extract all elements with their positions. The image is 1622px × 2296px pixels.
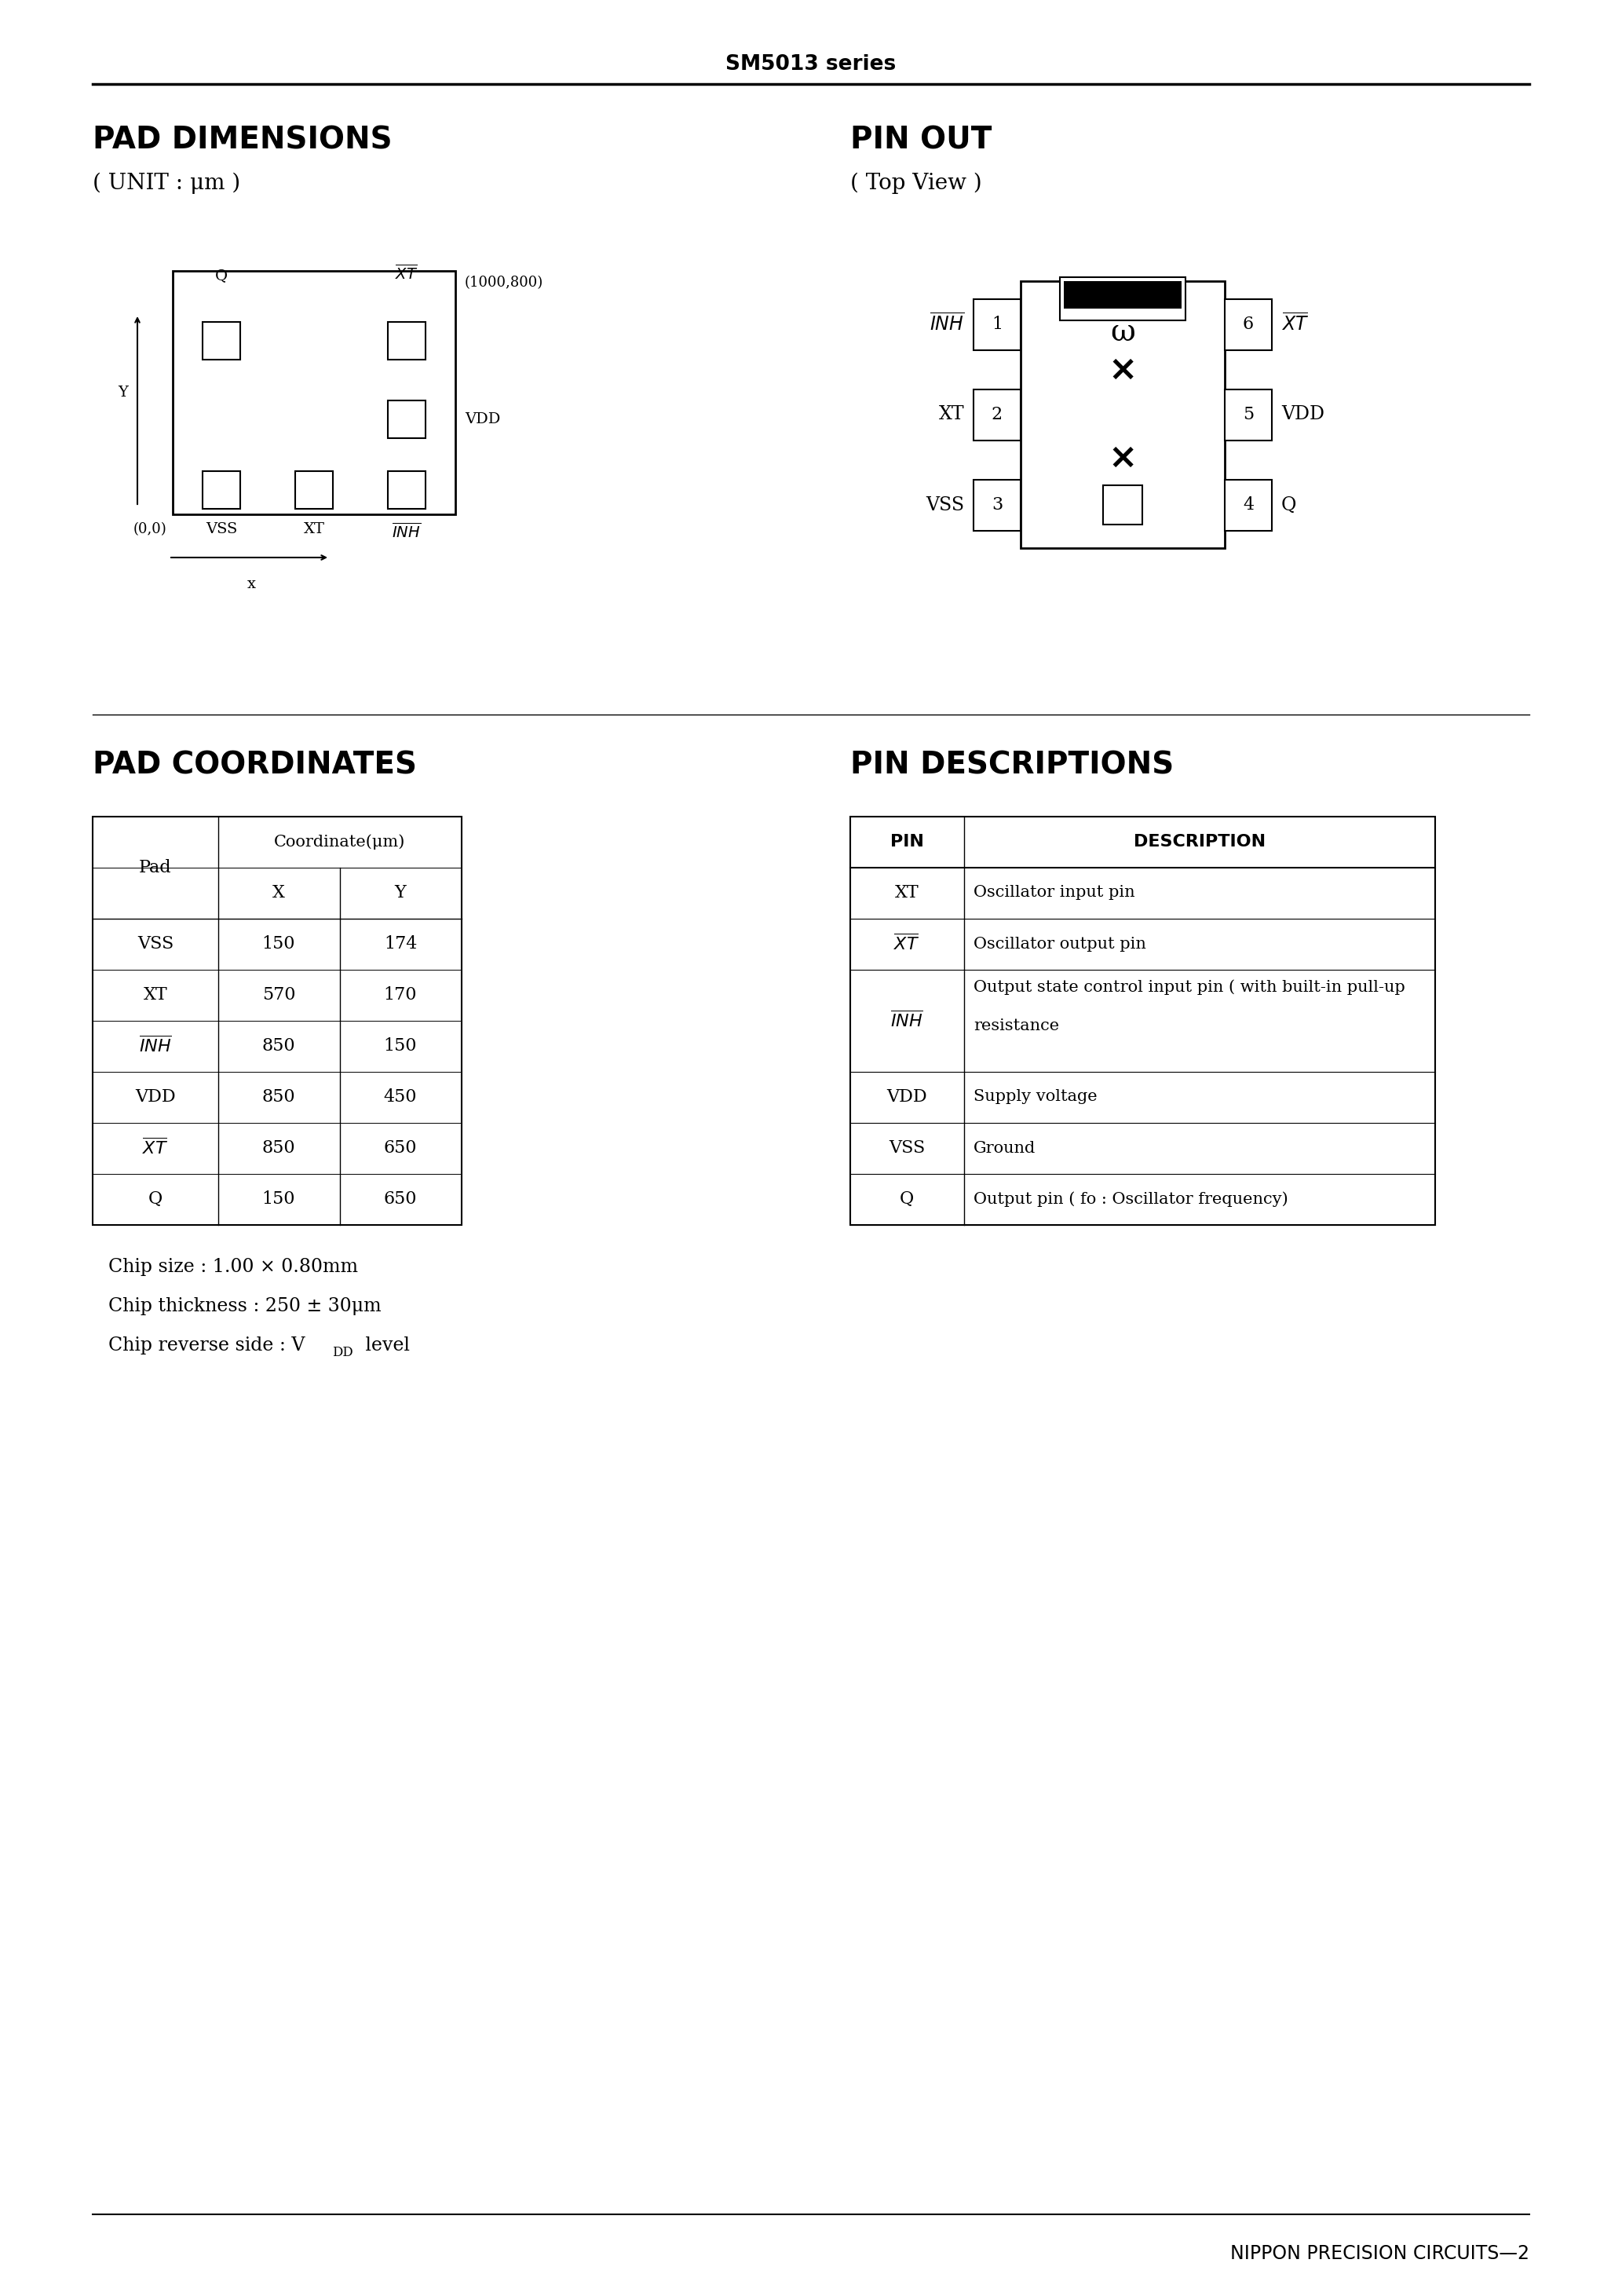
Text: ×: × bbox=[1108, 354, 1137, 386]
Text: VDD: VDD bbox=[887, 1088, 928, 1107]
Text: Q: Q bbox=[216, 269, 227, 282]
Text: PAD COORDINATES: PAD COORDINATES bbox=[92, 751, 417, 781]
Text: $\overline{INH}$: $\overline{INH}$ bbox=[393, 521, 422, 542]
Bar bbox=[1064, 280, 1181, 308]
Text: SM5013 series: SM5013 series bbox=[725, 55, 897, 73]
Text: 850: 850 bbox=[263, 1088, 295, 1107]
Text: $\overline{XT}$: $\overline{XT}$ bbox=[143, 1139, 169, 1157]
Text: 1: 1 bbox=[991, 315, 1002, 333]
Text: ( Top View ): ( Top View ) bbox=[850, 172, 981, 195]
Text: Output pin ( fo : Oscillator frequency): Output pin ( fo : Oscillator frequency) bbox=[973, 1192, 1288, 1208]
Text: 174: 174 bbox=[384, 934, 417, 953]
Text: 850: 850 bbox=[263, 1038, 295, 1054]
Text: VSS: VSS bbox=[889, 1139, 925, 1157]
Text: 150: 150 bbox=[263, 934, 295, 953]
Text: XT: XT bbox=[303, 521, 324, 537]
Bar bbox=[388, 471, 425, 510]
Text: $\overline{XT}$: $\overline{XT}$ bbox=[396, 264, 418, 282]
Text: XT: XT bbox=[939, 406, 963, 425]
Text: 450: 450 bbox=[384, 1088, 417, 1107]
Text: VSS: VSS bbox=[138, 934, 174, 953]
Text: ( UNIT : μm ): ( UNIT : μm ) bbox=[92, 172, 240, 195]
Text: Q: Q bbox=[900, 1189, 913, 1208]
Bar bbox=[172, 271, 456, 514]
Text: Supply voltage: Supply voltage bbox=[973, 1091, 1096, 1104]
Text: 3: 3 bbox=[991, 496, 1002, 514]
Text: Chip size : 1.00 × 0.80mm: Chip size : 1.00 × 0.80mm bbox=[109, 1258, 358, 1277]
Bar bbox=[388, 400, 425, 439]
Bar bbox=[973, 480, 1020, 530]
Bar bbox=[1225, 480, 1272, 530]
Text: level: level bbox=[360, 1336, 410, 1355]
Text: ×: × bbox=[1108, 441, 1137, 475]
Text: $\overline{XT}$: $\overline{XT}$ bbox=[894, 934, 920, 953]
Bar bbox=[973, 390, 1020, 441]
Bar bbox=[295, 471, 333, 510]
Text: VSS: VSS bbox=[206, 521, 237, 537]
Text: XT: XT bbox=[895, 884, 918, 902]
Text: Oscillator input pin: Oscillator input pin bbox=[973, 886, 1135, 900]
Text: ω: ω bbox=[1109, 317, 1135, 347]
Text: VDD: VDD bbox=[1281, 406, 1325, 425]
Text: resistance: resistance bbox=[973, 1019, 1059, 1033]
Text: PAD DIMENSIONS: PAD DIMENSIONS bbox=[92, 126, 393, 156]
Bar bbox=[1225, 298, 1272, 351]
Text: 850: 850 bbox=[263, 1139, 295, 1157]
Bar bbox=[1225, 390, 1272, 441]
Text: x: x bbox=[247, 576, 256, 592]
Text: VDD: VDD bbox=[135, 1088, 175, 1107]
Text: $\overline{INH}$: $\overline{INH}$ bbox=[890, 1010, 923, 1031]
Text: 570: 570 bbox=[263, 987, 295, 1003]
Text: Chip reverse side : V: Chip reverse side : V bbox=[109, 1336, 305, 1355]
Text: $\overline{INH}$: $\overline{INH}$ bbox=[929, 315, 963, 335]
Bar bbox=[203, 471, 240, 510]
Text: PIN DESCRIPTIONS: PIN DESCRIPTIONS bbox=[850, 751, 1174, 781]
Text: VDD: VDD bbox=[466, 413, 501, 427]
Text: Chip thickness : 250 ± 30μm: Chip thickness : 250 ± 30μm bbox=[109, 1297, 381, 1316]
Text: Q: Q bbox=[1281, 496, 1296, 514]
Text: $\overline{XT}$: $\overline{XT}$ bbox=[1281, 315, 1309, 335]
Text: (1000,800): (1000,800) bbox=[466, 276, 543, 289]
Text: 170: 170 bbox=[384, 987, 417, 1003]
Text: 5: 5 bbox=[1242, 406, 1254, 422]
Text: PIN OUT: PIN OUT bbox=[850, 126, 993, 156]
Text: Oscillator output pin: Oscillator output pin bbox=[973, 937, 1147, 951]
Text: Pad: Pad bbox=[139, 859, 172, 877]
Text: Q: Q bbox=[148, 1189, 162, 1208]
Text: (0,0): (0,0) bbox=[133, 521, 167, 537]
Bar bbox=[388, 321, 425, 360]
Text: DD: DD bbox=[333, 1345, 354, 1359]
Text: 4: 4 bbox=[1242, 496, 1254, 514]
Text: Y: Y bbox=[118, 386, 128, 400]
Text: Ground: Ground bbox=[973, 1141, 1036, 1155]
Text: 150: 150 bbox=[384, 1038, 417, 1054]
Bar bbox=[203, 321, 240, 360]
Text: Coordinate(μm): Coordinate(μm) bbox=[274, 833, 406, 850]
Bar bbox=[1103, 484, 1142, 523]
Text: $\overline{INH}$: $\overline{INH}$ bbox=[139, 1035, 172, 1056]
Text: PIN: PIN bbox=[890, 833, 923, 850]
Bar bbox=[1020, 280, 1225, 549]
Text: NIPPON PRECISION CIRCUITS—2: NIPPON PRECISION CIRCUITS—2 bbox=[1229, 2243, 1530, 2264]
Text: 6: 6 bbox=[1242, 315, 1254, 333]
Text: 150: 150 bbox=[263, 1189, 295, 1208]
Text: X: X bbox=[272, 884, 285, 902]
Bar bbox=[973, 298, 1020, 351]
Bar bbox=[92, 817, 462, 1226]
Text: DESCRIPTION: DESCRIPTION bbox=[1134, 833, 1265, 850]
Text: 2: 2 bbox=[991, 406, 1002, 422]
Text: XT: XT bbox=[143, 987, 167, 1003]
Text: 650: 650 bbox=[384, 1139, 417, 1157]
Text: 650: 650 bbox=[384, 1189, 417, 1208]
Bar bbox=[850, 817, 1435, 1226]
Text: VSS: VSS bbox=[926, 496, 963, 514]
Text: Y: Y bbox=[394, 884, 406, 902]
Bar bbox=[1059, 278, 1186, 321]
Text: Output state control input pin ( with built-in pull-up: Output state control input pin ( with bu… bbox=[973, 980, 1405, 994]
